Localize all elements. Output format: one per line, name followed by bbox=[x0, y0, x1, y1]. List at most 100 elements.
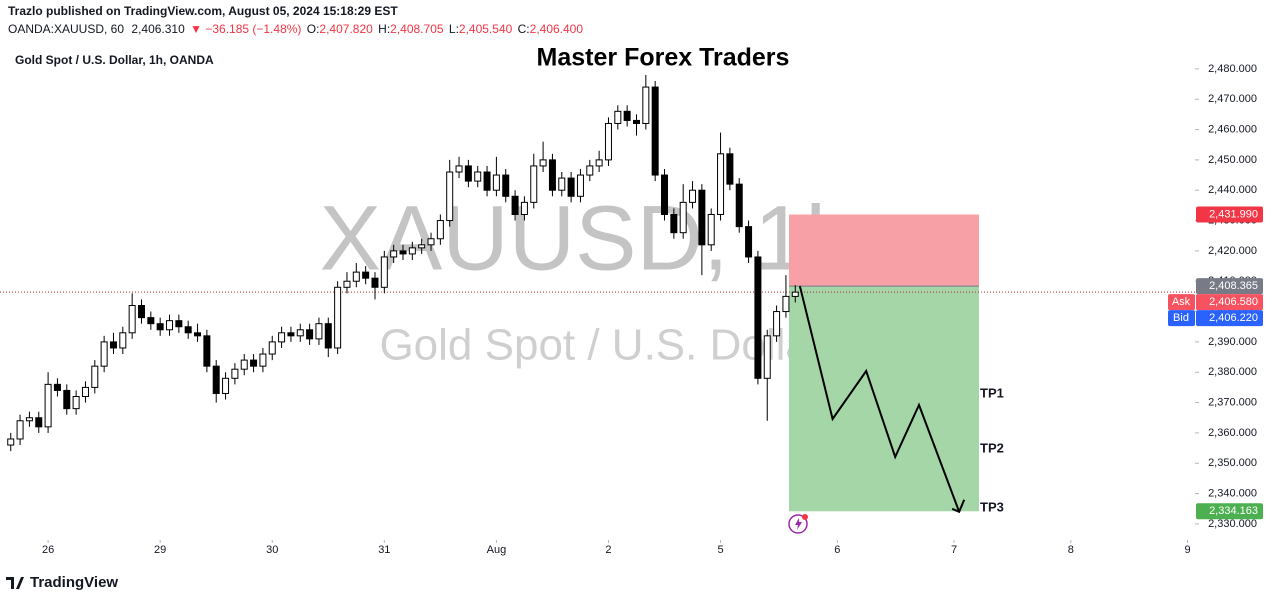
ask-name-bg bbox=[1168, 294, 1195, 311]
candle-body bbox=[315, 323, 323, 340]
candle-body bbox=[222, 377, 230, 394]
candle-body bbox=[689, 189, 697, 203]
y-tick-label: 2,360.000 bbox=[1208, 427, 1257, 439]
candle-body bbox=[380, 256, 388, 288]
candle-body bbox=[166, 320, 174, 331]
candle-body bbox=[418, 244, 426, 249]
x-tick-label: Aug bbox=[487, 544, 507, 556]
chart-title: Master Forex Traders bbox=[537, 44, 790, 72]
projection-arrowhead bbox=[951, 499, 966, 514]
entry-price-label-bg bbox=[1196, 278, 1263, 295]
candle-body bbox=[278, 332, 286, 343]
ohlc-key: L: bbox=[449, 22, 459, 36]
candle-body bbox=[175, 320, 183, 328]
target-zone bbox=[789, 286, 979, 512]
x-tick-label: 7 bbox=[951, 544, 957, 556]
candle-body bbox=[390, 250, 398, 258]
candle-body bbox=[436, 220, 444, 240]
change: ▼ −36.185 (−1.48%) bbox=[190, 22, 301, 36]
x-tick-label: 30 bbox=[266, 544, 278, 556]
x-tick-label: 9 bbox=[1184, 544, 1190, 556]
y-tick-label: 2,450.000 bbox=[1208, 154, 1257, 166]
ask-name: Ask bbox=[1172, 296, 1191, 308]
candle-body bbox=[539, 159, 547, 167]
candle-body bbox=[231, 368, 239, 379]
candle-body bbox=[773, 311, 781, 337]
candle-body bbox=[661, 174, 669, 215]
candle-body bbox=[44, 383, 52, 428]
candle-body bbox=[371, 277, 379, 288]
y-tick-label: 2,480.000 bbox=[1208, 63, 1257, 75]
candle-body bbox=[352, 271, 360, 282]
candle-body bbox=[35, 417, 43, 428]
y-tick-label: 2,440.000 bbox=[1208, 184, 1257, 196]
y-tick-label: 2,380.000 bbox=[1208, 366, 1257, 378]
stop-zone bbox=[789, 214, 979, 287]
candle-body bbox=[259, 353, 267, 367]
target-price-label: 2,334.163 bbox=[1209, 505, 1258, 517]
candle-body bbox=[651, 86, 659, 176]
target-price-label-bg bbox=[1196, 503, 1263, 520]
candle-body bbox=[595, 159, 603, 167]
candle-body bbox=[212, 365, 220, 394]
bid-price-label-bg bbox=[1196, 310, 1263, 327]
watermark-layer: XAUUSD, 1h Gold Spot / U.S. Dollar bbox=[320, 187, 857, 369]
candle-body bbox=[717, 153, 725, 215]
candle-body bbox=[614, 110, 622, 124]
x-tick-label: 2 bbox=[605, 544, 611, 556]
candle-body bbox=[464, 165, 472, 182]
ask-price-label: 2,406.580 bbox=[1209, 296, 1258, 308]
y-tick-label: 2,370.000 bbox=[1208, 396, 1257, 408]
target-label: TP1 bbox=[980, 385, 1004, 400]
candle-body bbox=[203, 335, 211, 367]
target-label: TP3 bbox=[980, 499, 1004, 514]
candle-body bbox=[446, 171, 454, 222]
ohlc-key: O: bbox=[307, 22, 320, 36]
target-label: TP2 bbox=[980, 440, 1004, 455]
candle-body bbox=[576, 174, 584, 197]
candle-body bbox=[782, 295, 790, 313]
candle-body bbox=[287, 332, 295, 337]
y-tick-label: 2,470.000 bbox=[1208, 93, 1257, 105]
candle-body bbox=[184, 326, 192, 334]
candle-body bbox=[343, 280, 351, 288]
ohlc-key: H: bbox=[378, 22, 390, 36]
y-tick-label: 2,420.000 bbox=[1208, 245, 1257, 257]
entry-price-label: 2,408.365 bbox=[1209, 280, 1258, 292]
projection-line bbox=[798, 285, 961, 513]
candle-body bbox=[91, 365, 99, 388]
candle-body bbox=[474, 171, 482, 182]
candle-body bbox=[754, 256, 762, 379]
x-tick-label: 6 bbox=[834, 544, 840, 556]
y-tick-label: 2,340.000 bbox=[1208, 487, 1257, 499]
candle-body bbox=[492, 174, 500, 191]
candle-body bbox=[7, 438, 15, 446]
candle-body bbox=[268, 341, 276, 355]
watermark-name: Gold Spot / U.S. Dollar bbox=[379, 321, 824, 370]
x-tick-label: 29 bbox=[154, 544, 166, 556]
candle-body bbox=[604, 122, 612, 161]
stop-price-label: 2,431.990 bbox=[1209, 208, 1258, 220]
ask-price-label-bg bbox=[1196, 294, 1263, 311]
candle-body bbox=[63, 389, 71, 410]
candle-body bbox=[147, 317, 155, 325]
candle-body bbox=[511, 195, 519, 215]
candle-body bbox=[194, 332, 202, 337]
bid-name: Bid bbox=[1173, 312, 1189, 324]
candle-body bbox=[455, 165, 463, 173]
candle-body bbox=[745, 226, 753, 258]
ohlc-value: 2,407.820 bbox=[319, 22, 373, 36]
bid-price-label: 2,406.220 bbox=[1209, 312, 1258, 324]
candle-body bbox=[679, 201, 687, 234]
candle-body bbox=[250, 359, 258, 367]
bid-name-bg bbox=[1168, 310, 1195, 327]
axis-layer: 2,330.000 2,340.000 2,350.000 2,360.000 2,37… bbox=[42, 63, 1263, 556]
candle-body bbox=[128, 304, 136, 334]
ohlc-value: 2,406.400 bbox=[530, 22, 584, 36]
candle-body bbox=[670, 213, 678, 234]
candle-body bbox=[53, 383, 61, 391]
candle-body bbox=[791, 291, 799, 297]
subtitle: Gold Spot / U.S. Dollar, 1h, OANDA bbox=[15, 53, 214, 67]
candle-body bbox=[137, 304, 145, 319]
publisher: Trazlo published on TradingView.com, Aug… bbox=[8, 4, 398, 18]
